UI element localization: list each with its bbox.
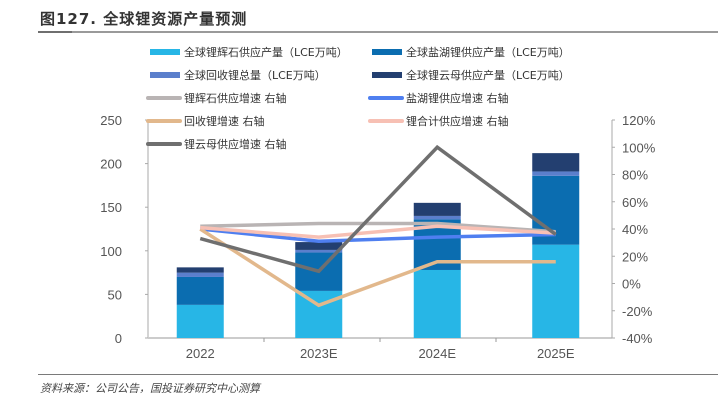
legend-swatch xyxy=(372,72,402,78)
legend-label: 全球锂辉石供应产量（LCE万吨） xyxy=(184,45,348,59)
bar-segment-s3-2022 xyxy=(176,267,224,273)
axes: 0 50 100 150 200 250 -40% -20% 0% 20% 40% 60% 80% 100… xyxy=(100,113,655,361)
x-tick-label: 2022 xyxy=(186,346,215,361)
right-tick-label: 120% xyxy=(622,113,656,128)
line-series-4 xyxy=(199,144,557,274)
left-tick-label: 250 xyxy=(100,113,122,128)
right-tick-label: -20% xyxy=(622,304,653,319)
lines xyxy=(199,144,557,308)
legend-swatch xyxy=(150,49,180,55)
legend: 全球锂辉石供应产量（LCE万吨） 全球盐湖锂供应产量（LCE万吨） 全球回收锂总量（… xyxy=(146,45,570,151)
bar-segment-s2-2023E xyxy=(295,249,343,253)
bar-segment-s2-2025E xyxy=(532,171,580,176)
bar-segment-s2-2024E xyxy=(413,215,461,220)
bar-segment-s3-2023E xyxy=(295,242,343,250)
bar-segment-s0-2022 xyxy=(176,304,224,338)
bar-segment-s3-2025E xyxy=(532,153,580,172)
right-tick-label: 100% xyxy=(622,140,656,155)
line-series-3 xyxy=(200,224,556,239)
line-series-2 xyxy=(199,227,556,308)
title-divider xyxy=(38,31,718,33)
bar-segment-s0-2025E xyxy=(532,244,580,338)
legend-label: 锂合计供应增速 右轴 xyxy=(406,114,509,128)
legend-label: 全球盐湖锂供应产量（LCE万吨） xyxy=(406,45,570,59)
line-series-1 xyxy=(200,227,556,244)
left-tick-label: 100 xyxy=(100,244,122,259)
legend-label: 全球锂云母供应产量（LCE万吨） xyxy=(406,68,570,82)
bar-segment-s2-2022 xyxy=(176,272,224,277)
left-tick-label: 0 xyxy=(115,331,122,346)
right-tick-label: 0% xyxy=(622,277,641,292)
chart-title: 图127. 全球锂资源产量预测 xyxy=(40,10,248,28)
left-tick-label: 50 xyxy=(108,287,122,302)
legend-label: 锂云母供应增速 右轴 xyxy=(184,137,287,151)
right-tick-label: 40% xyxy=(622,222,648,237)
right-tick-label: -40% xyxy=(622,331,653,346)
bars xyxy=(176,153,580,338)
left-tick-label: 150 xyxy=(100,200,122,215)
line-series-0 xyxy=(200,221,556,234)
legend-label: 全球回收锂总量（LCE万吨） xyxy=(184,68,326,82)
legend-label: 盐湖锂供应增速 右轴 xyxy=(406,91,509,105)
legend-label: 锂辉石供应增速 右轴 xyxy=(184,91,287,105)
bar-segment-s0-2024E xyxy=(413,269,461,338)
source-note: 资料来源：公司公告，国投证券研究中心测算 xyxy=(40,382,260,395)
right-tick-label: 20% xyxy=(622,249,648,264)
left-tick-label: 200 xyxy=(100,157,122,172)
x-tick-label: 2024E xyxy=(418,346,456,361)
title-divider-accent xyxy=(38,31,72,33)
bar-segment-s3-2024E xyxy=(413,202,461,216)
right-tick-label: 80% xyxy=(622,168,648,183)
legend-swatch xyxy=(150,72,180,78)
bar-segment-s1-2022 xyxy=(176,276,224,305)
x-tick-label: 2023E xyxy=(300,346,338,361)
legend-label: 回收锂增速 右轴 xyxy=(184,114,265,128)
legend-swatch xyxy=(372,49,402,55)
source-divider xyxy=(38,374,718,375)
x-tick-label: 2025E xyxy=(537,346,575,361)
right-tick-label: 60% xyxy=(622,195,648,210)
